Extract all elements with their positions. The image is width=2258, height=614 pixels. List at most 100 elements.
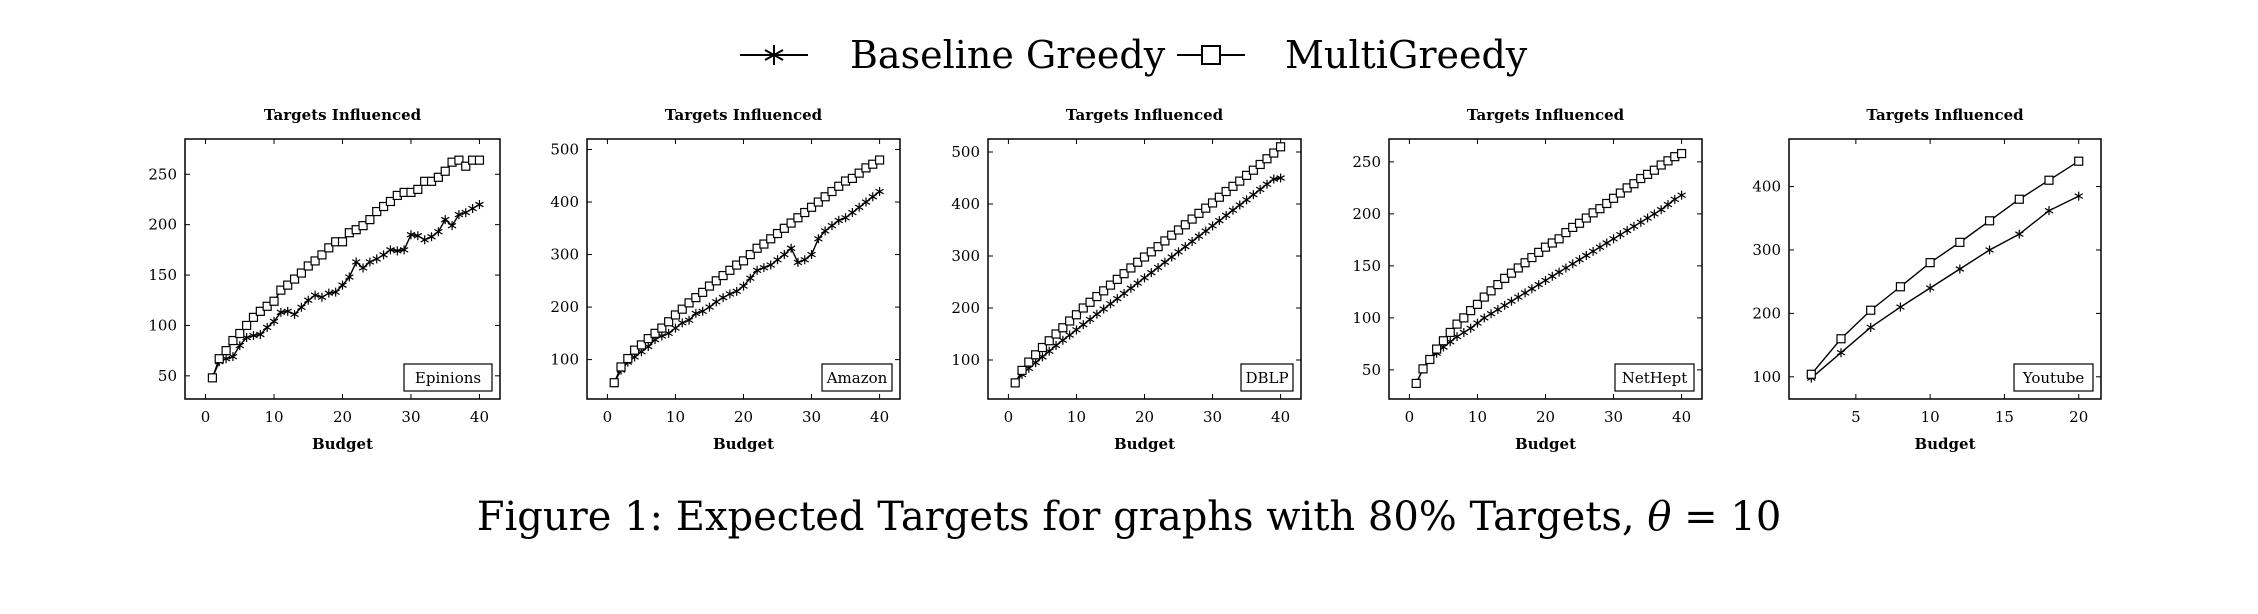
data-point-square — [643, 333, 653, 344]
x-tick-label: 30 — [802, 408, 821, 426]
data-point-square — [766, 234, 776, 244]
y-tick-label: 500 — [550, 141, 579, 159]
data-point-star — [461, 208, 471, 218]
data-point-square — [1581, 213, 1591, 223]
data-point-star — [725, 289, 735, 299]
data-point-square — [1180, 220, 1190, 230]
data-point-square — [289, 274, 300, 284]
data-point-star — [1065, 330, 1074, 340]
data-point-star — [1575, 255, 1584, 265]
data-point-star — [1255, 184, 1265, 194]
legend-label-baseline-greedy: Baseline Greedy — [850, 33, 1166, 77]
data-point-star — [684, 315, 694, 325]
data-point-star — [2014, 229, 2024, 239]
data-point-star — [434, 227, 443, 237]
data-point-square — [1615, 188, 1625, 198]
data-point-square — [1167, 230, 1177, 240]
data-point-square — [1031, 350, 1041, 360]
x-axis-label: Budget — [713, 435, 774, 453]
data-point-star — [1174, 247, 1183, 257]
data-point-square — [1438, 336, 1449, 346]
x-tick-label: 10 — [264, 408, 283, 426]
y-tick-label: 300 — [1752, 241, 1781, 259]
data-point-square — [337, 237, 348, 247]
data-point-star — [1181, 242, 1190, 252]
y-tick-label: 100 — [148, 316, 177, 334]
data-point-star — [1554, 267, 1564, 277]
y-tick-label: 200 — [951, 299, 980, 317]
data-point-square — [1595, 204, 1605, 214]
data-point-square — [1051, 329, 1061, 339]
legend-label-multigreedy: MultiGreedy — [1285, 33, 1528, 77]
data-point-square — [1126, 263, 1136, 273]
data-point-star — [1235, 200, 1245, 210]
data-point-square — [1037, 342, 1048, 353]
data-point-star — [1078, 320, 1088, 330]
data-point-square — [772, 228, 783, 239]
data-point-star — [1215, 216, 1224, 226]
plot-title: Targets Influenced — [1467, 106, 1625, 124]
data-point-square — [1044, 336, 1054, 346]
data-point-square — [1201, 203, 1211, 213]
legend-entry-multigreedy: MultiGreedy — [1177, 33, 1528, 77]
y-tick-label: 400 — [951, 195, 980, 213]
data-point-square — [1078, 303, 1088, 313]
data-point-star — [1058, 335, 1068, 345]
data-point-square — [1173, 225, 1184, 235]
data-point-star — [1629, 221, 1639, 231]
data-point-square — [385, 196, 396, 207]
data-point-square — [1160, 236, 1170, 246]
data-point-square — [372, 206, 382, 217]
data-point-star — [317, 292, 327, 302]
data-point-square — [461, 161, 471, 171]
x-tick-label: 10 — [1067, 408, 1086, 426]
dataset-label: DBLP — [1245, 369, 1288, 387]
chart-panel-5: Targets Influenced Budget 5 10 15 20 100 200 300… — [1752, 106, 2102, 453]
data-point-star — [297, 302, 306, 312]
data-point-square — [704, 281, 715, 291]
data-point-square — [684, 298, 694, 308]
data-point-star — [468, 204, 477, 214]
y-tick-label: 200 — [1352, 205, 1381, 223]
y-tick-label: 250 — [148, 165, 177, 183]
y-tick-label: 100 — [1352, 309, 1381, 327]
data-point-star — [1520, 288, 1530, 298]
data-point-star — [786, 243, 796, 253]
data-point-square — [303, 261, 313, 271]
data-point-star — [841, 213, 850, 223]
data-point-star — [1242, 195, 1251, 205]
data-point-star — [854, 202, 864, 212]
data-point-square — [440, 166, 450, 176]
plot-title: Targets Influenced — [1066, 106, 1224, 124]
data-point-star — [1466, 323, 1475, 333]
dataset-label: Amazon — [826, 369, 888, 387]
data-point-square — [1248, 165, 1258, 175]
data-point-square — [235, 328, 245, 339]
data-point-star — [2044, 206, 2054, 216]
data-point-square — [1017, 365, 1027, 375]
data-point-star — [1588, 246, 1598, 256]
data-point-square — [1534, 247, 1544, 257]
data-point-square — [1139, 252, 1150, 262]
data-point-square — [834, 181, 844, 191]
data-point-star — [392, 246, 402, 256]
data-point-star — [324, 288, 334, 298]
series-line-multigreedy — [1810, 160, 2080, 375]
data-point-star — [1262, 179, 1272, 189]
data-point-star — [711, 297, 721, 307]
data-point-star — [1663, 200, 1673, 210]
data-point-star — [1119, 288, 1129, 298]
data-point-square — [650, 328, 660, 338]
data-point-square — [806, 202, 817, 212]
data-point-square — [820, 192, 830, 202]
plot-frame — [1388, 138, 1703, 400]
data-point-star — [807, 250, 816, 260]
x-tick-label: 15 — [1995, 408, 2014, 426]
dataset-label-box — [1614, 363, 1695, 392]
data-point-square — [1235, 176, 1245, 186]
data-point-star — [1085, 314, 1095, 324]
data-point-star — [848, 208, 857, 218]
data-point-star — [1486, 309, 1496, 319]
data-point-square — [1866, 305, 1876, 315]
dataset-label: Youtube — [2022, 369, 2085, 387]
